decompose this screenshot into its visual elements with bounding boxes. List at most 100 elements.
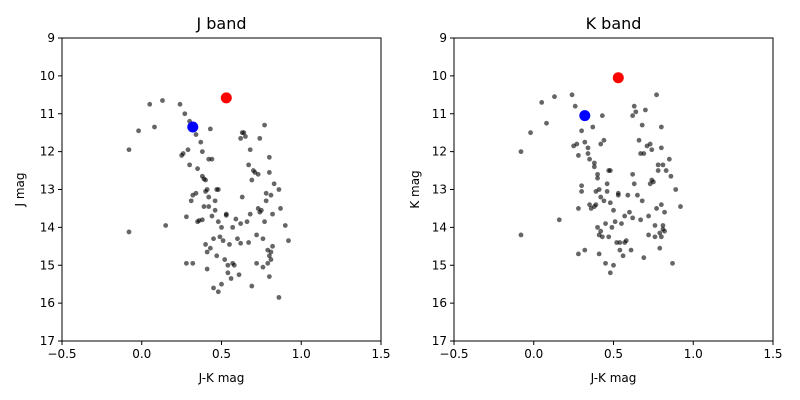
x-tick-label: 0.0 (524, 347, 543, 361)
data-point (262, 122, 267, 128)
data-point (606, 234, 612, 240)
data-point (268, 192, 274, 198)
data-point (628, 247, 634, 253)
data-point (623, 238, 629, 244)
data-point (201, 204, 207, 209)
data-point (185, 147, 191, 153)
y-axis-label: K mag (408, 170, 422, 208)
data-point (599, 113, 605, 119)
y-tick-label: 10 (432, 69, 447, 83)
y-tick-label: 9 (439, 31, 447, 45)
data-point (668, 173, 674, 179)
data-point (270, 211, 275, 217)
data-point (654, 206, 659, 211)
x-tick-label: −0.5 (47, 347, 76, 361)
data-point (598, 194, 604, 200)
data-point (579, 183, 584, 189)
data-point (152, 124, 157, 130)
data-point (282, 223, 288, 228)
data-point (228, 276, 234, 281)
data-point (212, 207, 218, 213)
data-point (249, 177, 255, 183)
data-point (663, 168, 669, 173)
x-tick-label: 0.5 (212, 347, 231, 361)
data-point (270, 243, 275, 249)
y-tick-label: 9 (47, 31, 55, 45)
data-point (590, 124, 596, 130)
data-point (604, 188, 610, 194)
y-tick-label: 11 (40, 107, 55, 121)
data-point (603, 221, 608, 226)
data-points (126, 92, 291, 300)
data-point (660, 162, 666, 168)
plot-frame (453, 37, 774, 342)
data-point (198, 139, 204, 145)
data-point (576, 153, 581, 158)
data-point (673, 187, 679, 192)
data-point (246, 240, 252, 245)
data-point (235, 236, 240, 242)
data-point (199, 217, 205, 223)
y-tick-label: 15 (432, 258, 447, 272)
data-point (206, 204, 212, 209)
plot-frame (61, 37, 382, 342)
data-point (258, 207, 264, 213)
x-axis-label: J-K mag (590, 371, 637, 385)
data-point (631, 103, 637, 109)
data-point (662, 228, 667, 234)
x-tick-label: 0.5 (604, 347, 623, 361)
data-point (620, 253, 626, 259)
data-point (627, 209, 632, 215)
highlight-point (220, 92, 232, 104)
data-point (579, 128, 584, 134)
data-point (265, 260, 271, 266)
data-point (212, 198, 218, 204)
data-point (225, 270, 231, 276)
data-point (211, 285, 216, 291)
data-point (246, 162, 252, 168)
data-point (204, 266, 210, 272)
data-point (239, 194, 245, 200)
y-tick-label: 16 (40, 296, 55, 310)
data-point (271, 181, 277, 187)
data-point (638, 217, 644, 223)
data-point (625, 192, 631, 198)
data-point (236, 272, 242, 278)
data-point (576, 251, 581, 257)
data-point (147, 101, 153, 107)
data-point (599, 234, 605, 240)
y-tick-label: 13 (40, 183, 55, 197)
data-point (257, 135, 263, 141)
data-point (203, 242, 208, 247)
data-point (215, 219, 221, 225)
data-point (598, 228, 604, 234)
data-point (195, 166, 200, 172)
data-point (214, 253, 220, 259)
panel-j-band: J band J-K mag J mag −0.5 0.0 0.5 1.0 1.5 9 10… (13, 14, 391, 385)
data-point (582, 139, 588, 145)
data-point (219, 224, 224, 230)
data-point (658, 145, 664, 151)
data-point (222, 257, 228, 262)
data-point (215, 187, 221, 192)
y-tick-label: 12 (40, 145, 55, 159)
data-point (654, 92, 659, 98)
data-point (266, 170, 272, 175)
data-point (266, 253, 272, 259)
data-point (598, 141, 604, 147)
data-point (182, 111, 188, 117)
x-tick-label: 1.0 (292, 347, 311, 361)
data-point (649, 147, 655, 153)
data-point (233, 216, 239, 222)
data-point (657, 245, 663, 251)
data-point (518, 149, 524, 155)
data-point (260, 236, 266, 242)
highlight-point (579, 110, 591, 122)
data-point (595, 224, 600, 230)
data-point (180, 151, 186, 156)
data-point (652, 234, 658, 240)
data-point (596, 251, 602, 257)
data-point (220, 238, 226, 244)
data-point (631, 181, 637, 187)
data-point (569, 92, 575, 98)
